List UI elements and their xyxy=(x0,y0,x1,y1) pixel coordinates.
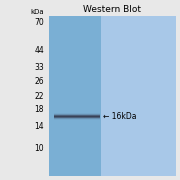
Bar xyxy=(49,16,101,176)
Text: 18: 18 xyxy=(35,105,44,114)
Text: kDa: kDa xyxy=(30,9,44,15)
Bar xyxy=(49,16,176,176)
Text: Western Blot: Western Blot xyxy=(83,4,141,14)
Text: 44: 44 xyxy=(34,46,44,55)
Text: 70: 70 xyxy=(34,18,44,27)
Text: 26: 26 xyxy=(35,77,44,86)
Text: 10: 10 xyxy=(35,144,44,153)
Text: ← 16kDa: ← 16kDa xyxy=(103,112,136,121)
Text: 22: 22 xyxy=(35,92,44,101)
Text: 33: 33 xyxy=(34,63,44,72)
Text: 14: 14 xyxy=(35,122,44,131)
